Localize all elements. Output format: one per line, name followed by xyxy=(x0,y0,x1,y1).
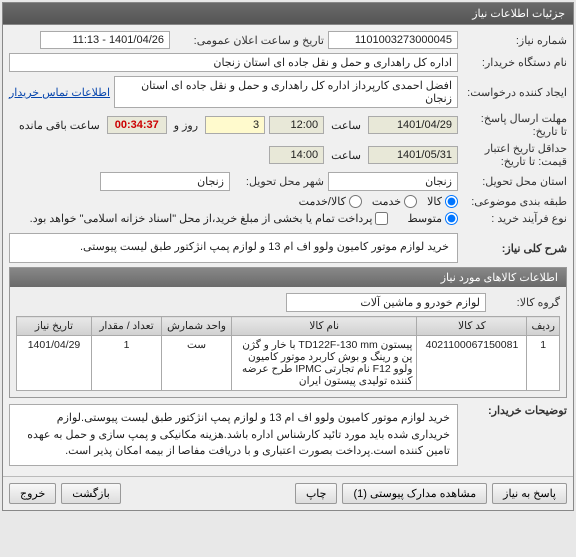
buy-type-label: نوع فرآیند خرید : xyxy=(462,212,567,225)
deadline-date: 1401/04/29 xyxy=(368,116,458,134)
req-no: 1101003273000045 xyxy=(328,31,458,49)
deadline-time: 12:00 xyxy=(269,116,324,134)
info-panel: جزئیات اطلاعات نیاز شماره نیاز: 11010032… xyxy=(2,2,574,511)
back-button[interactable]: بازگشت xyxy=(61,483,121,504)
remaining-label: ساعت باقی مانده xyxy=(16,119,103,132)
panel-title: جزئیات اطلاعات نیاز xyxy=(3,3,573,25)
category-label: طبقه بندی موضوعی: xyxy=(462,195,567,208)
th-unit: واحد شمارش xyxy=(162,317,232,336)
group-value: لوازم خودرو و ماشین آلات xyxy=(286,293,486,312)
saat-2: ساعت xyxy=(328,149,364,162)
r1-code: 4021100067150081 xyxy=(417,336,527,391)
exit-button[interactable]: خروج xyxy=(9,483,56,504)
creator-label: ایجاد کننده درخواست: xyxy=(462,86,567,99)
city-value: زنجان xyxy=(100,172,230,191)
th-qty: تعداد / مقدار xyxy=(92,317,162,336)
province-label: استان محل تحویل: xyxy=(462,175,567,188)
validity-time: 14:00 xyxy=(269,146,324,164)
creator-value: افضل احمدی کارپرداز اداره کل راهداری و ح… xyxy=(114,76,458,108)
buy-type-note: پرداخت تمام یا بخشی از مبلغ خرید،از محل … xyxy=(30,212,373,225)
th-row: ردیف xyxy=(527,317,560,336)
desc-box: خرید لوازم موتور کامیون ولوو اف ام 13 و … xyxy=(9,233,458,263)
cat-both-option[interactable]: کالا/خدمت xyxy=(299,195,362,208)
contact-link[interactable]: اطلاعات تماس خریدار xyxy=(9,86,110,99)
group-label: گروه کالا: xyxy=(490,296,560,309)
r1-qty: 1 xyxy=(92,336,162,391)
notes-label: توضیحات خریدار: xyxy=(462,404,567,417)
city-label: شهر محل تحویل: xyxy=(234,175,324,188)
buyer-label: نام دستگاه خریدار: xyxy=(462,56,567,69)
validity-date: 1401/05/31 xyxy=(368,146,458,164)
cat-goods-option[interactable]: کالا xyxy=(427,195,458,208)
day-count: 3 xyxy=(205,116,265,134)
r1-unit: ست xyxy=(162,336,232,391)
notes-box: خرید لوازم موتور کامیون ولوو اف ام 13 و … xyxy=(9,404,458,466)
province-value: زنجان xyxy=(328,172,458,191)
th-name: نام کالا xyxy=(232,317,417,336)
saat-1: ساعت xyxy=(328,119,364,132)
r1-date: 1401/04/29 xyxy=(17,336,92,391)
buy-type-radio[interactable] xyxy=(445,212,458,225)
r1-n: 1 xyxy=(527,336,560,391)
announce-label: تاریخ و ساعت اعلان عمومی: xyxy=(174,34,324,47)
buy-type-option[interactable]: متوسط xyxy=(407,212,458,225)
print-button[interactable]: چاپ xyxy=(295,483,338,504)
cat-goods-radio[interactable] xyxy=(445,195,458,208)
req-no-label: شماره نیاز: xyxy=(462,34,567,47)
cat-both-radio[interactable] xyxy=(349,195,362,208)
rooz-va: روز و xyxy=(171,119,201,132)
countdown-timer: 00:34:37 xyxy=(107,116,167,134)
goods-panel: اطلاعات کالاهای مورد نیاز گروه کالا: لوا… xyxy=(9,267,567,398)
r1-name: پیستون TD122F-130 mm با خار و گژن پن و ر… xyxy=(232,336,417,391)
announce-value: 1401/04/26 - 11:13 xyxy=(40,31,170,49)
buy-type-group: متوسط xyxy=(407,212,458,225)
th-code: کد کالا xyxy=(417,317,527,336)
cat-service-option[interactable]: خدمت xyxy=(372,195,417,208)
desc-label: شرح کلی نیاز: xyxy=(462,242,567,255)
panel-body: شماره نیاز: 1101003273000045 تاریخ و ساع… xyxy=(3,25,573,476)
buyer-value: اداره کل راهداری و حمل و نقل جاده ای است… xyxy=(9,53,458,72)
reply-button[interactable]: پاسخ به نیاز xyxy=(492,483,567,504)
treasury-checkbox[interactable] xyxy=(375,212,388,225)
deadline-label: مهلت ارسال پاسخ: تا تاریخ: xyxy=(462,112,567,138)
footer-bar: پاسخ به نیاز مشاهده مدارک پیوستی (1) چاپ… xyxy=(3,476,573,510)
attachments-button[interactable]: مشاهده مدارک پیوستی (1) xyxy=(342,483,487,504)
validity-label: حداقل تاریخ اعتبار قیمت: تا تاریخ: xyxy=(462,142,567,168)
goods-panel-title: اطلاعات کالاهای مورد نیاز xyxy=(10,268,566,287)
category-radio-group: کالا خدمت کالا/خدمت xyxy=(299,195,458,208)
goods-table: ردیف کد کالا نام کالا واحد شمارش تعداد /… xyxy=(16,316,560,391)
th-date: تاریخ نیاز xyxy=(17,317,92,336)
buy-type-note-item: پرداخت تمام یا بخشی از مبلغ خرید،از محل … xyxy=(30,212,389,225)
cat-service-radio[interactable] xyxy=(404,195,417,208)
table-row: 1 4021100067150081 پیستون TD122F-130 mm … xyxy=(17,336,560,391)
